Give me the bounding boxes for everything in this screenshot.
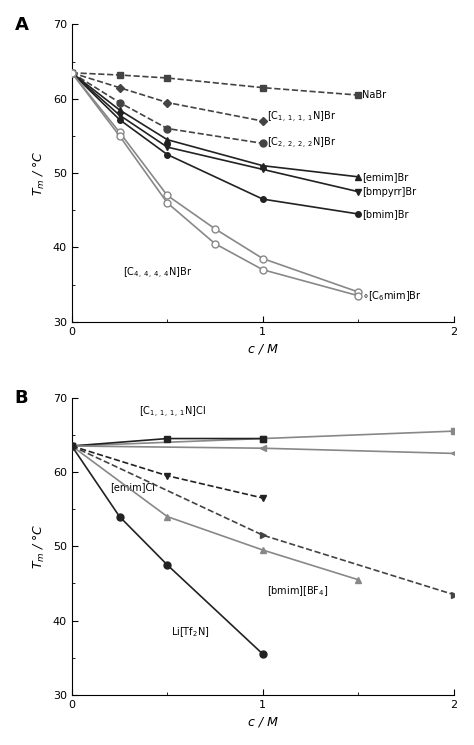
X-axis label: c / M: c / M xyxy=(248,342,278,355)
Text: [C$_{1,\ 1,\ 1,\ 1}$N]Br: [C$_{1,\ 1,\ 1,\ 1}$N]Br xyxy=(266,110,336,125)
Text: NaBr: NaBr xyxy=(362,90,386,100)
Text: [emim]Br: [emim]Br xyxy=(362,172,408,182)
Text: [C$_{2,\ 2,\ 2,\ 2}$N]Br: [C$_{2,\ 2,\ 2,\ 2}$N]Br xyxy=(266,136,336,151)
Text: [C$_{1,\ 1,\ 1,\ 1}$N]Cl: [C$_{1,\ 1,\ 1,\ 1}$N]Cl xyxy=(138,405,206,420)
Text: [bmpyrr]Br: [bmpyrr]Br xyxy=(362,187,416,197)
Text: $\circ$[C$_6$mim]Br: $\circ$[C$_6$mim]Br xyxy=(362,289,422,302)
Text: NaCl: NaCl xyxy=(0,744,1,745)
Text: B: B xyxy=(15,389,28,407)
Text: [bmim][BF$_4$]: [bmim][BF$_4$] xyxy=(266,584,328,597)
Text: [Gua]Cl: [Gua]Cl xyxy=(0,744,1,745)
Text: [emim]Cl: [emim]Cl xyxy=(110,482,155,492)
Text: A: A xyxy=(15,16,28,34)
Text: [bmim]Br: [bmim]Br xyxy=(362,209,409,219)
Text: [C$_{4,\ 4,\ 4,\ 4}$N]Br: [C$_{4,\ 4,\ 4,\ 4}$N]Br xyxy=(123,266,193,281)
Y-axis label: $T_m$ / °C: $T_m$ / °C xyxy=(32,524,47,569)
Text: LiCl: LiCl xyxy=(0,744,1,745)
Text: Li[Tf$_2$N]: Li[Tf$_2$N] xyxy=(171,625,210,638)
Y-axis label: $T_m$ / °C: $T_m$ / °C xyxy=(32,150,47,196)
X-axis label: c / M: c / M xyxy=(248,715,278,729)
